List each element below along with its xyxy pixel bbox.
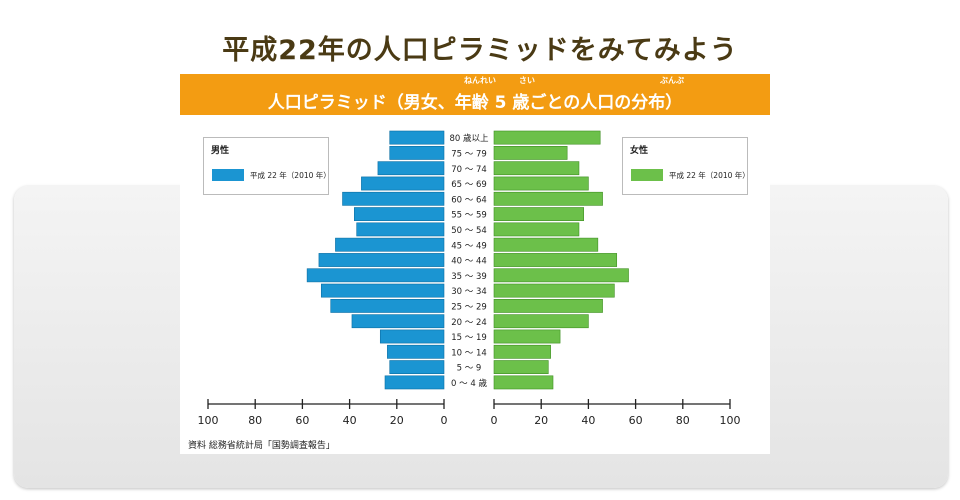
ruby-bunpu: ぶんぷ: [660, 76, 684, 85]
age-label: 70 〜 74: [451, 165, 487, 175]
legend-male-label: 平成 22 年（2010 年）: [250, 171, 331, 180]
female-bar: [493, 161, 580, 176]
population-pyramid-chart: 80 歳以上 75 〜 79 70 〜 74 65 〜 69 60 〜 64 55 〜 5…: [198, 130, 741, 426]
x-tick-label: 60: [295, 414, 309, 426]
chart-card: ねんれい さい ぶんぷ 人口ピラミッド（男女、年齢 5 歳ごとの人口の分布） 男…: [180, 74, 770, 454]
male-bar: [320, 283, 445, 298]
legend-female-label: 平成 22 年（2010 年）: [669, 171, 750, 180]
x-tick-label: 80: [248, 414, 262, 426]
male-bar: [342, 191, 445, 206]
female-bar: [493, 145, 568, 160]
chart-banner: ねんれい さい ぶんぷ 人口ピラミッド（男女、年齢 5 歳ごとの人口の分布）: [180, 74, 770, 115]
male-bar: [351, 314, 445, 329]
male-bar: [389, 145, 445, 160]
age-label: 60 〜 64: [451, 195, 487, 205]
male-bar: [318, 253, 445, 267]
age-label: 55 〜 59: [451, 211, 487, 221]
age-label: 5 〜 9: [457, 364, 482, 374]
age-label: 25 〜 29: [451, 303, 487, 313]
female-bar: [493, 344, 551, 359]
age-label: 65 〜 69: [451, 180, 487, 190]
male-bar: [335, 237, 445, 252]
legend-male: 男性 平成 22 年（2010 年）: [203, 137, 331, 195]
legend-female: 女性 平成 22 年（2010 年）: [622, 137, 750, 195]
female-bar: [493, 130, 601, 145]
legend-male-swatch: [212, 169, 244, 181]
male-bar: [306, 268, 445, 283]
x-tick-label: 40: [581, 414, 595, 426]
female-bar: [493, 268, 629, 283]
female-bar: [493, 237, 599, 252]
age-label: 15 〜 19: [451, 333, 487, 343]
male-bar: [361, 176, 445, 191]
page-title: 平成22年の人口ピラミッドをみてみよう: [222, 35, 738, 66]
female-bar: [493, 207, 584, 221]
male-bar: [384, 375, 445, 390]
age-label: 75 〜 79: [451, 150, 487, 160]
age-label: 10 〜 14: [451, 348, 487, 358]
x-tick-label: 20: [390, 414, 404, 426]
age-label: 20 〜 24: [451, 318, 487, 328]
x-tick-label: 20: [534, 414, 548, 426]
x-tick-label: 40: [343, 414, 357, 426]
age-label: 50 〜 54: [451, 226, 487, 236]
age-label: 0 〜 4 歳: [451, 378, 487, 389]
female-bar: [493, 299, 603, 313]
age-label: 35 〜 39: [451, 272, 487, 282]
male-bar: [356, 222, 445, 237]
legend-female-title: 女性: [630, 146, 649, 156]
x-tick-label: 100: [198, 414, 219, 426]
legend-male-title: 男性: [211, 146, 230, 156]
chart-title: 人口ピラミッド（男女、年齢 5 歳ごとの人口の分布）: [267, 93, 683, 113]
male-bar: [377, 161, 445, 176]
female-bar: [493, 176, 589, 191]
age-label: 30 〜 34: [451, 287, 487, 297]
male-bar: [379, 329, 445, 344]
female-bar: [493, 283, 615, 298]
male-bar: [389, 130, 445, 145]
male-bar: [330, 299, 445, 313]
male-bar: [387, 344, 445, 359]
x-tick-label: 0: [491, 414, 498, 426]
x-tick-label: 0: [441, 414, 448, 426]
male-bar: [354, 207, 445, 221]
female-bar: [493, 253, 618, 267]
age-label: 45 〜 49: [451, 241, 487, 251]
female-bar: [493, 222, 580, 237]
female-bar: [493, 314, 589, 329]
female-bar: [493, 360, 549, 374]
ruby-sai: さい: [519, 76, 535, 85]
x-tick-label: 100: [720, 414, 741, 426]
x-tick-label: 60: [629, 414, 643, 426]
x-tick-label: 80: [676, 414, 690, 426]
female-bar: [493, 329, 561, 344]
male-bar: [389, 360, 445, 374]
age-label: 40 〜 44: [451, 257, 487, 267]
age-label: 80 歳以上: [449, 133, 489, 144]
source-note: 資料 総務省統計局「国勢調査報告」: [188, 441, 335, 451]
female-bar: [493, 191, 603, 206]
legend-female-swatch: [631, 169, 663, 181]
ruby-nenrei: ねんれい: [464, 76, 496, 85]
female-bar: [493, 375, 554, 390]
